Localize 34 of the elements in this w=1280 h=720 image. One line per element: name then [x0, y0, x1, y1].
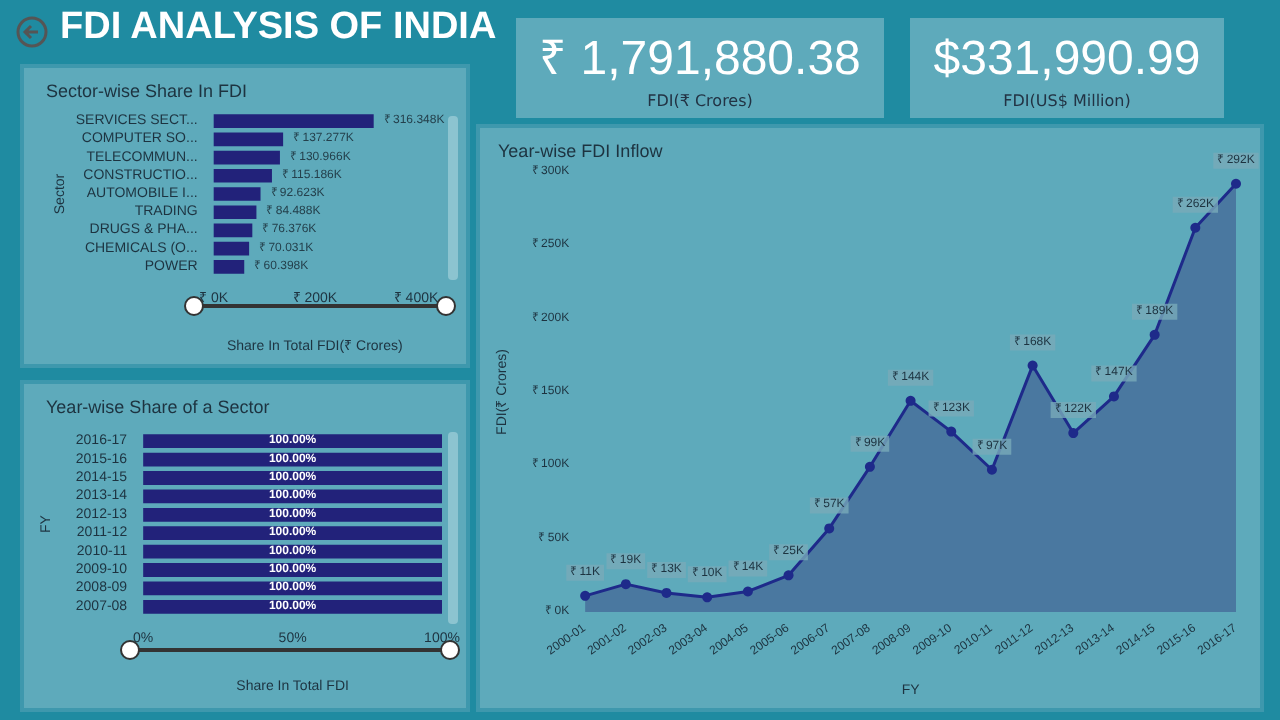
point: [1068, 428, 1079, 439]
point: [824, 523, 835, 534]
point: [702, 592, 713, 603]
bar: [213, 168, 272, 183]
bar: [213, 150, 280, 165]
chart-title: Sector-wise Share In FDI: [46, 81, 248, 101]
data-label: ₹ 1,791,880.38: [537, 32, 863, 88]
point: [783, 570, 794, 581]
point: [864, 461, 875, 472]
point: [1231, 178, 1241, 189]
data-label: $331,990.99: [931, 32, 1203, 88]
point: [1190, 222, 1201, 233]
point: [946, 426, 957, 437]
point: [986, 464, 997, 475]
bar: [213, 241, 250, 256]
bar: [213, 223, 253, 238]
point: [742, 586, 753, 597]
category-label: FDI(₹ Crores): [645, 92, 755, 110]
category-label: FDI(US$ Million): [1001, 92, 1133, 110]
bar: [213, 260, 245, 274]
point: [580, 590, 591, 601]
point: [620, 579, 631, 590]
chart-title: Year-wise Share of a Sector: [46, 397, 270, 417]
point: [905, 395, 916, 406]
bar: [213, 132, 284, 147]
text: FDI ANALYSIS OF INDIA: [60, 6, 497, 50]
point: [1149, 329, 1160, 340]
point: [1108, 391, 1119, 402]
bar: [213, 205, 257, 220]
bar: [213, 187, 261, 201]
bar: [213, 114, 374, 128]
point: [1027, 360, 1038, 371]
point: [661, 587, 672, 598]
chart-title: Year-wise FDI Inflow: [498, 141, 664, 161]
